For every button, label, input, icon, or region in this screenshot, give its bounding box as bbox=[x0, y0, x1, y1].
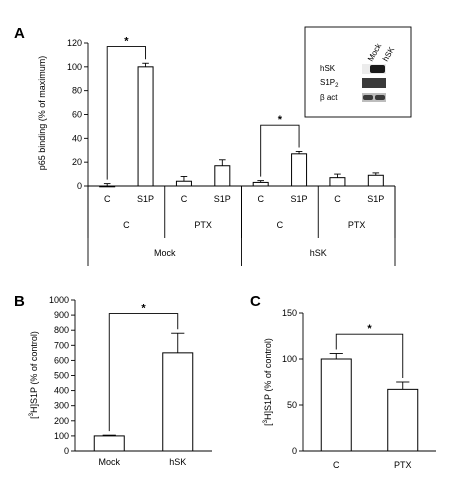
panel-a-y-tick-label: 20 bbox=[72, 157, 82, 167]
panel-b-plot: 0 100 200 300 400 500 600 700 800 900 1000 Mock hSK * bbox=[49, 295, 212, 467]
panel-a-y-tick-label: 0 bbox=[77, 181, 82, 191]
panel-a-y-tick-label: 40 bbox=[72, 133, 82, 143]
panel-a-y-tick-label: 60 bbox=[72, 110, 82, 120]
panel-c-x-label-1: PTX bbox=[394, 460, 412, 470]
panel-b-y-tick-label: 100 bbox=[54, 431, 69, 441]
panel-a-y-tick-label: 80 bbox=[72, 86, 82, 96]
panel-b-y-tick-label: 800 bbox=[54, 325, 69, 335]
panel-a-x-label-3: S1P bbox=[214, 194, 231, 204]
panel-a-x-label-4: C bbox=[257, 194, 264, 204]
panel-c-y-tick-label: 50 bbox=[287, 400, 297, 410]
panel-a-x-label-6: C bbox=[334, 194, 341, 204]
panel-c-y-tick-label: 150 bbox=[282, 308, 297, 318]
western-blot-inset: Mock hSK hSK S1P2 β act bbox=[304, 26, 412, 118]
panel-a-y-tick-label: 120 bbox=[67, 38, 82, 48]
panel-a-cell-label-1: hSK bbox=[310, 248, 327, 258]
panel-b-y-tick-label: 900 bbox=[54, 310, 69, 320]
blot-band-s1p2 bbox=[362, 78, 386, 88]
blot-band-actin-mock bbox=[363, 95, 373, 100]
panel-c-bar-0 bbox=[320, 358, 352, 452]
panel-b-y-tick-label: 1000 bbox=[49, 295, 69, 305]
panel-a-treatment-label-2: C bbox=[277, 220, 284, 230]
panel-b-y-tick-label: 300 bbox=[54, 401, 69, 411]
panel-a: 0 20 40 60 80 100 120 C S1P C S1P C S1P C S1P C PTX C PTX M… bbox=[37, 26, 412, 266]
panel-b-significance-bracket bbox=[108, 313, 179, 432]
panel-b: 0 100 200 300 400 500 600 700 800 900 1000 Mock hSK *… bbox=[29, 295, 212, 467]
panel-b-bar-1 bbox=[162, 352, 194, 452]
panel-c-plot: 0 50 100 150 C PTX * bbox=[282, 308, 436, 470]
panel-a-significance-star: * bbox=[278, 114, 283, 126]
panel-a-bar-6 bbox=[329, 177, 346, 187]
panel-c-y-axis-label: [3H]S1P (% of control) bbox=[263, 338, 273, 426]
panel-b-significance-star: * bbox=[141, 303, 146, 315]
panel-a-treatment-label-1: PTX bbox=[194, 220, 212, 230]
panel-c-y-tick-label: 0 bbox=[292, 446, 297, 456]
blot-row-beta-actin: β act bbox=[320, 93, 338, 102]
panel-b-x-label-0: Mock bbox=[98, 457, 120, 467]
panel-b-letter: B bbox=[14, 293, 25, 310]
panel-a-bar-1 bbox=[137, 66, 154, 187]
panel-a-x-label-1: S1P bbox=[137, 194, 154, 204]
panel-a-bar-0 bbox=[99, 185, 116, 188]
panel-a-significance-star: * bbox=[124, 36, 129, 48]
panel-b-y-tick-label: 0 bbox=[64, 446, 69, 456]
panel-c-x-label-0: C bbox=[333, 460, 340, 470]
panel-b-y-tick-label: 700 bbox=[54, 340, 69, 350]
panel-a-x-label-2: C bbox=[181, 194, 188, 204]
blot-band-actin-hsk bbox=[375, 95, 385, 100]
panel-a-y-axis-label: p65 binding (% of maximum) bbox=[37, 56, 47, 171]
panel-a-x-label-5: S1P bbox=[291, 194, 308, 204]
panel-a-treatment-label-0: C bbox=[123, 220, 130, 230]
panel-a-significance-bracket bbox=[260, 124, 300, 177]
panel-a-cell-label-0: Mock bbox=[154, 248, 176, 258]
panel-a-bar-4 bbox=[252, 181, 269, 187]
panel-a-x-label-7: S1P bbox=[367, 194, 384, 204]
blot-row-hsk: hSK bbox=[320, 64, 336, 73]
panel-a-bar-7 bbox=[367, 174, 384, 187]
panel-c: 0 50 100 150 C PTX * [3H]S1P (% of control) bbox=[263, 308, 436, 470]
panel-c-significance-star: * bbox=[367, 323, 372, 335]
panel-c-significance-bracket bbox=[335, 333, 404, 378]
panel-a-y-tick-label: 100 bbox=[67, 62, 82, 72]
panel-b-y-tick-label: 400 bbox=[54, 386, 69, 396]
panel-a-bar-3 bbox=[214, 165, 231, 187]
panel-c-bar-1 bbox=[387, 388, 419, 452]
blot-lane-actin-bg bbox=[362, 93, 386, 102]
blot-band-hsk-hsk bbox=[370, 65, 385, 73]
panel-a-bar-2 bbox=[175, 180, 192, 187]
panel-a-treatment-label-3: PTX bbox=[348, 220, 366, 230]
panel-c-y-tick-label: 100 bbox=[282, 354, 297, 364]
panel-b-y-tick-label: 500 bbox=[54, 371, 69, 381]
panel-a-bar-5 bbox=[291, 153, 308, 187]
panel-a-significance-bracket bbox=[106, 46, 147, 180]
panel-b-x-label-1: hSK bbox=[169, 457, 186, 467]
blot-row-s1p2: S1P2 bbox=[320, 78, 339, 89]
blot-frame bbox=[304, 26, 412, 118]
panel-a-letter: A bbox=[14, 25, 25, 42]
panel-c-letter: C bbox=[250, 293, 261, 310]
panel-a-plot: 0 20 40 60 80 100 120 C S1P C S1P C S1P C S1P C PTX C PTX M… bbox=[67, 36, 396, 266]
panel-b-y-tick-label: 600 bbox=[54, 355, 69, 365]
panel-b-y-tick-label: 200 bbox=[54, 416, 69, 426]
panel-a-x-label-0: C bbox=[104, 194, 111, 204]
panel-b-y-axis-label: [3H]S1P (% of control) bbox=[29, 331, 39, 419]
panel-b-bar-0 bbox=[93, 435, 125, 452]
